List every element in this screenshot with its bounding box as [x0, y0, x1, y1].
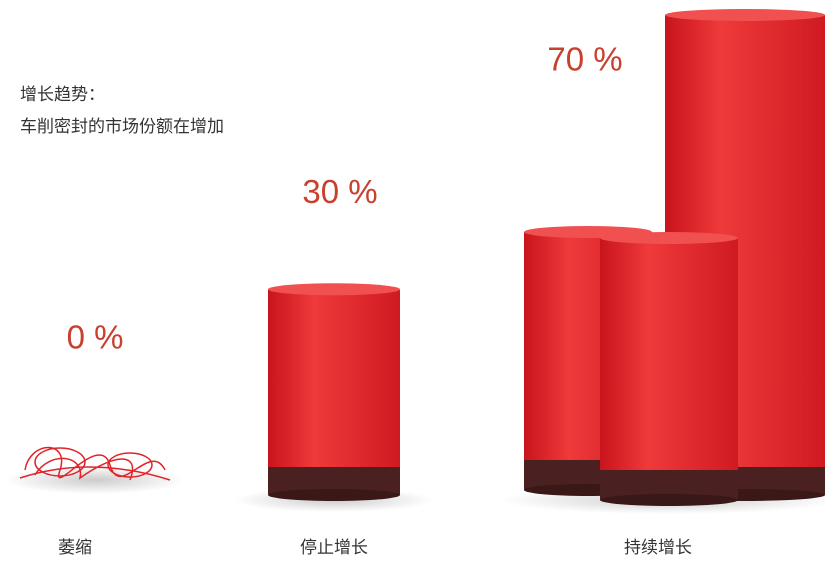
cylinder: [268, 289, 400, 495]
subtitle: 车削密封的市场份额在增加: [20, 117, 224, 137]
cylinder-decor: [600, 232, 738, 506]
title: 增长趋势：: [20, 85, 105, 105]
category-label: 持续增长: [624, 538, 692, 558]
shavings: [19, 446, 171, 481]
cylinder-bottom: [268, 489, 400, 501]
category-label: 萎缩: [58, 538, 92, 558]
value-label: 0 %: [67, 319, 124, 356]
value-label: 30 %: [302, 173, 377, 210]
cylinder-top: [665, 9, 825, 21]
cylinder-top: [268, 283, 400, 296]
shadow: [5, 466, 185, 494]
category-label: 停止增长: [300, 538, 368, 558]
value-label: 70 %: [547, 41, 622, 78]
